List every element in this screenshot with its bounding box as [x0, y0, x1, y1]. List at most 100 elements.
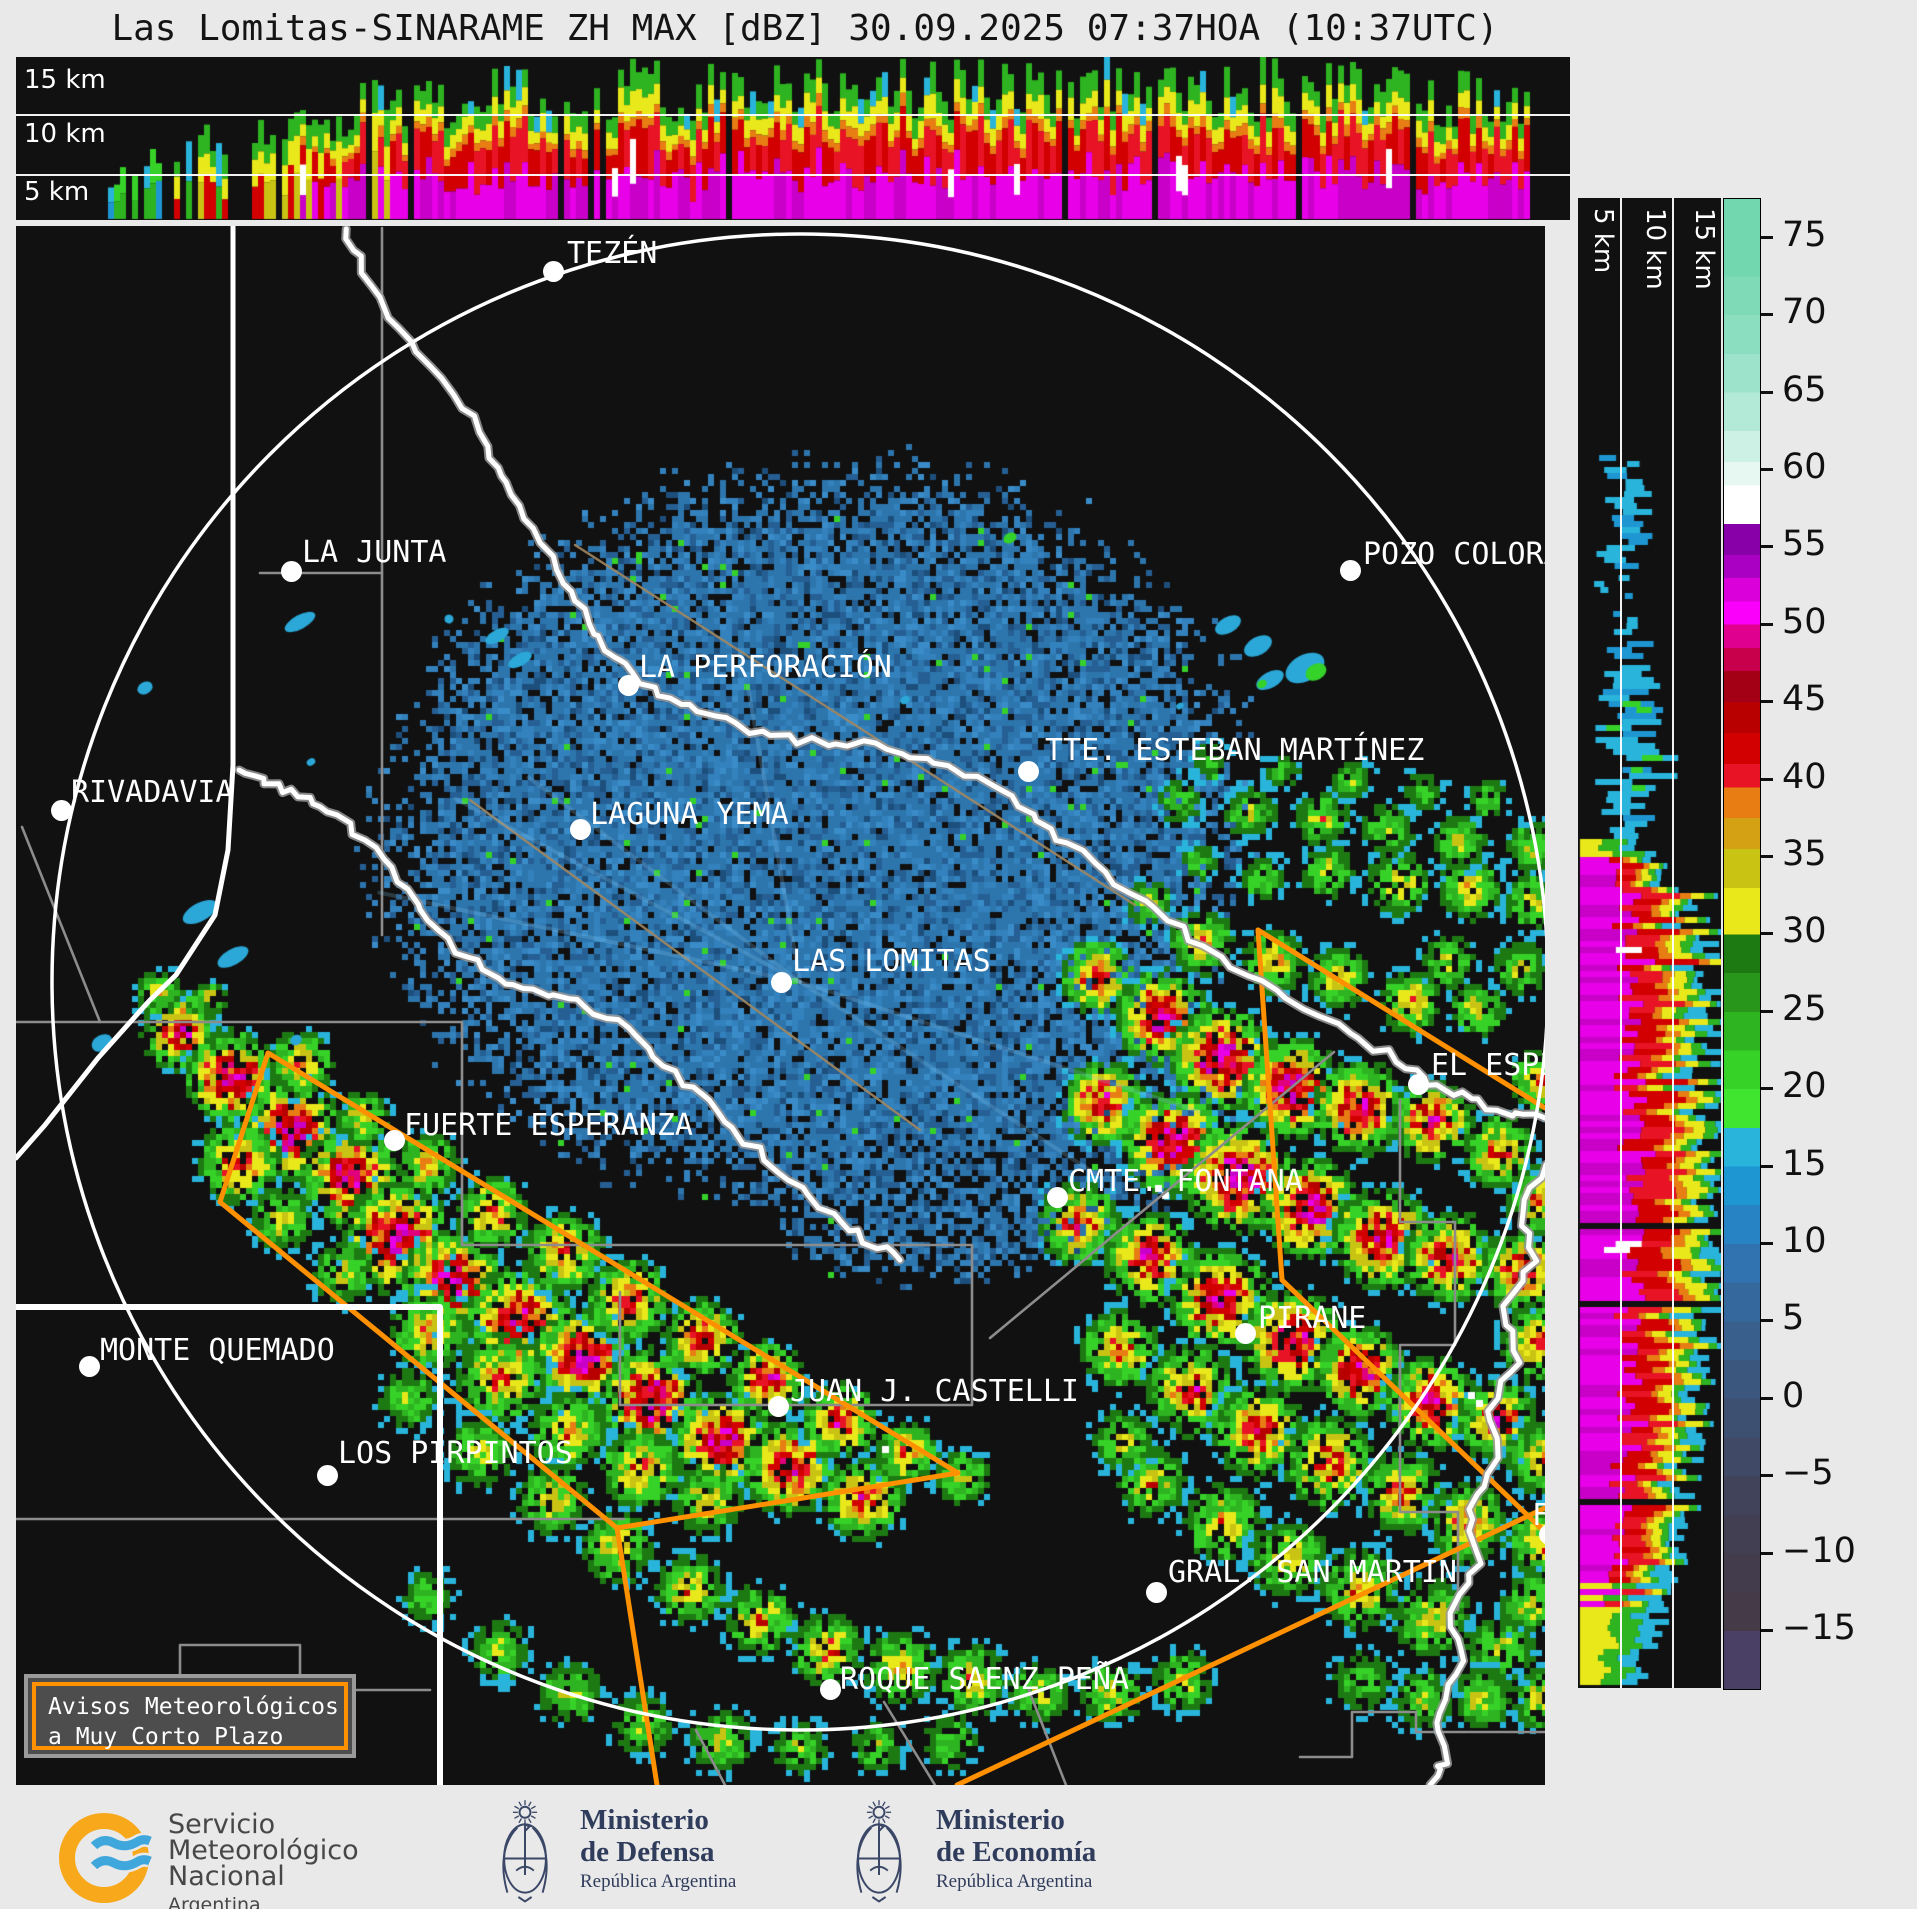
radar-ray — [798, 980, 1104, 1181]
dept-border-line — [882, 1700, 937, 1785]
river-line — [343, 226, 1545, 1121]
colorbar-tick-label: 45 — [1782, 679, 1827, 720]
city-label: LA PERFORACIÓN — [639, 650, 892, 685]
smn-name-line2: Meteorológico — [168, 1835, 359, 1866]
colorbar-tick-label: 55 — [1782, 524, 1827, 565]
altitude-line-10km-side — [1672, 198, 1674, 1688]
colorbar-tick-label: 35 — [1782, 833, 1827, 874]
colorbar-tick — [1761, 235, 1773, 239]
ministry-economia-line1: Ministerio — [936, 1804, 1065, 1836]
colorbar-tick — [1761, 313, 1773, 317]
colorbar-tick — [1761, 1009, 1773, 1013]
warning-polygon-edge — [954, 1505, 1545, 1785]
city-label: RIVADAVIA — [71, 775, 234, 810]
radar-range-circle — [50, 232, 1545, 1732]
warning-box-inner: Avisos Meteorológicos a Muy Corto Plazo — [32, 1682, 348, 1750]
ministry-economia-line2: de Economía — [936, 1836, 1097, 1868]
city-dot — [383, 1129, 405, 1151]
colorbar-tick — [1761, 545, 1773, 549]
warning-polygon-edge — [614, 1470, 961, 1531]
radar-ray — [526, 775, 802, 984]
dept-border-line — [988, 1050, 1336, 1340]
city-dot — [819, 1678, 841, 1700]
colorbar-tick — [1761, 1474, 1773, 1478]
colorbar-tick — [1761, 1087, 1773, 1091]
colorbar-tick — [1761, 777, 1773, 781]
dept-border-line — [1026, 1686, 1068, 1785]
city-dot — [1234, 1322, 1256, 1344]
colorbar-tick-label: 75 — [1782, 214, 1827, 255]
warning-polygon-edge — [1279, 1277, 1545, 1535]
colorbar-tick-label: 10 — [1782, 1220, 1827, 1261]
colorbar-tick — [1761, 622, 1773, 626]
colorbar-tick-label: 60 — [1782, 446, 1827, 487]
coat-of-arms-icon — [856, 1800, 902, 1903]
colorbar-tick-label: 65 — [1782, 369, 1827, 410]
radar-ray — [798, 980, 1202, 1114]
colorbar-tick — [1761, 1628, 1773, 1632]
warning-polygon-edge — [217, 1199, 620, 1531]
colorbar-tick — [1761, 390, 1773, 394]
warning-polygon-edge — [1255, 927, 1285, 1283]
city-label: GRAL. SAN MARTIN — [1168, 1555, 1457, 1590]
colorbar-tick-label: 5 — [1782, 1298, 1805, 1339]
dept-border-line — [1398, 1098, 1460, 1612]
smn-name-line3: Nacional — [168, 1861, 285, 1892]
city-label: TEZÉN — [567, 236, 658, 271]
smn-country: Argentina — [168, 1894, 261, 1909]
dept-border-line — [694, 1728, 727, 1785]
city-dot — [1017, 760, 1039, 782]
colorbar-tick-label: 30 — [1782, 911, 1827, 952]
city-label: CMTE. FONTANA — [1068, 1164, 1303, 1199]
colorbar-tick — [1761, 1319, 1773, 1323]
city-dot — [569, 818, 591, 840]
altitude-line-10km — [16, 114, 1570, 116]
city-label: EL ESPINILLO — [1431, 1048, 1545, 1083]
city-dot — [1407, 1073, 1429, 1095]
colorbar-tick-label: 0 — [1782, 1375, 1805, 1416]
city-label: MONTE QUEMADO — [100, 1333, 335, 1368]
ministry-defensa-line1: Ministerio — [580, 1804, 709, 1836]
city-label: JUAN J. CASTELLI — [790, 1374, 1079, 1409]
smn-name-line1: Servicio — [168, 1809, 276, 1840]
smn-logo-icon — [59, 1813, 153, 1903]
city-label-layer: TEZÉN LA JUNTA POZO COLORADO LA PERFORACIÓN… — [16, 226, 1545, 1785]
city-dot — [316, 1464, 338, 1486]
ministry-economia-block: Ministerio de Economía República Argenti… — [936, 1804, 1096, 1893]
side-panel-label-5km: 5 km — [1588, 208, 1618, 274]
top-cross-section-panel: 15 km 10 km 5 km — [16, 57, 1570, 220]
dept-border-line — [16, 1020, 974, 1407]
colorbar-tick — [1761, 1551, 1773, 1555]
city-label: FORMOSA — [1532, 1498, 1545, 1533]
colorbar-tick-label: 15 — [1782, 1143, 1827, 1184]
colorbar-tick-label: 25 — [1782, 988, 1827, 1029]
dbz-colorbar — [1723, 198, 1761, 1690]
ministry-defensa-block: Ministerio de Defensa República Argentin… — [580, 1804, 736, 1893]
page-title: Las Lomitas-SINARAME ZH MAX [dBZ] 30.09.… — [111, 8, 1499, 49]
city-label: LA JUNTA — [302, 535, 447, 570]
colorbar-tick — [1761, 1241, 1773, 1245]
top-cross-section-canvas — [16, 57, 1570, 220]
colorbar-tick-label: −15 — [1782, 1607, 1856, 1648]
warning-polygon-edge — [614, 1525, 660, 1785]
side-panel-label-15km: 15 km — [1689, 208, 1719, 290]
colorbar-tick — [1761, 854, 1773, 858]
colorbar-tick — [1761, 700, 1773, 704]
dept-border-line — [20, 825, 102, 1024]
city-label: TTE. ESTEBAN MARTÍNEZ — [1045, 733, 1425, 768]
city-dot — [50, 799, 72, 821]
colorbar-tick — [1761, 467, 1773, 471]
coat-of-arms-icon — [502, 1800, 548, 1903]
dept-border-line — [573, 543, 1137, 907]
province-border-line — [16, 1304, 443, 1785]
warning-box: Avisos Meteorológicos a Muy Corto Plazo — [24, 1674, 356, 1758]
warning-polygon-edge — [217, 1050, 271, 1205]
colorbar-tick-label: 50 — [1782, 601, 1827, 642]
map-overlay-lines — [16, 226, 1545, 1785]
city-label: FUERTE ESPERANZA — [404, 1108, 693, 1143]
city-dot — [1145, 1581, 1167, 1603]
city-dot — [280, 560, 302, 582]
side-cross-section-panel: 5 km 10 km 15 km — [1578, 198, 1721, 1688]
colorbar-tick-label: 70 — [1782, 292, 1827, 333]
